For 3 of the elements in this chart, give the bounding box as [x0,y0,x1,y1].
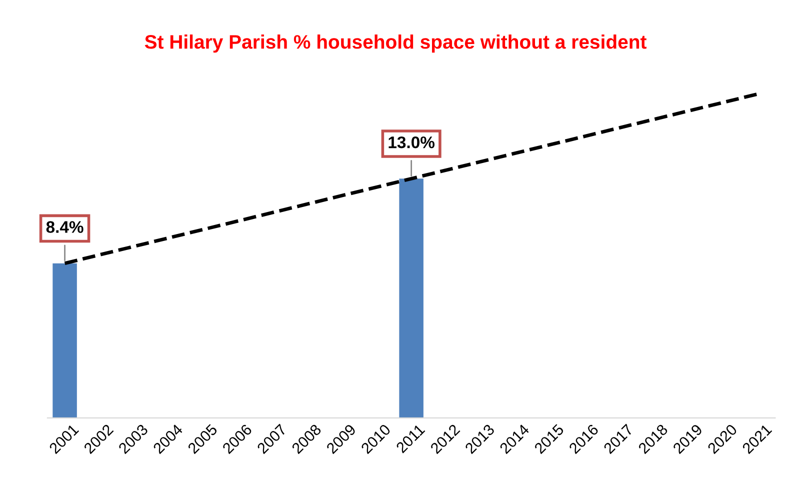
data-label: 13.0% [388,136,435,148]
data-label: 8.4% [46,221,84,233]
chart-title: St Hilary Parish % household space without a resident [144,34,646,53]
